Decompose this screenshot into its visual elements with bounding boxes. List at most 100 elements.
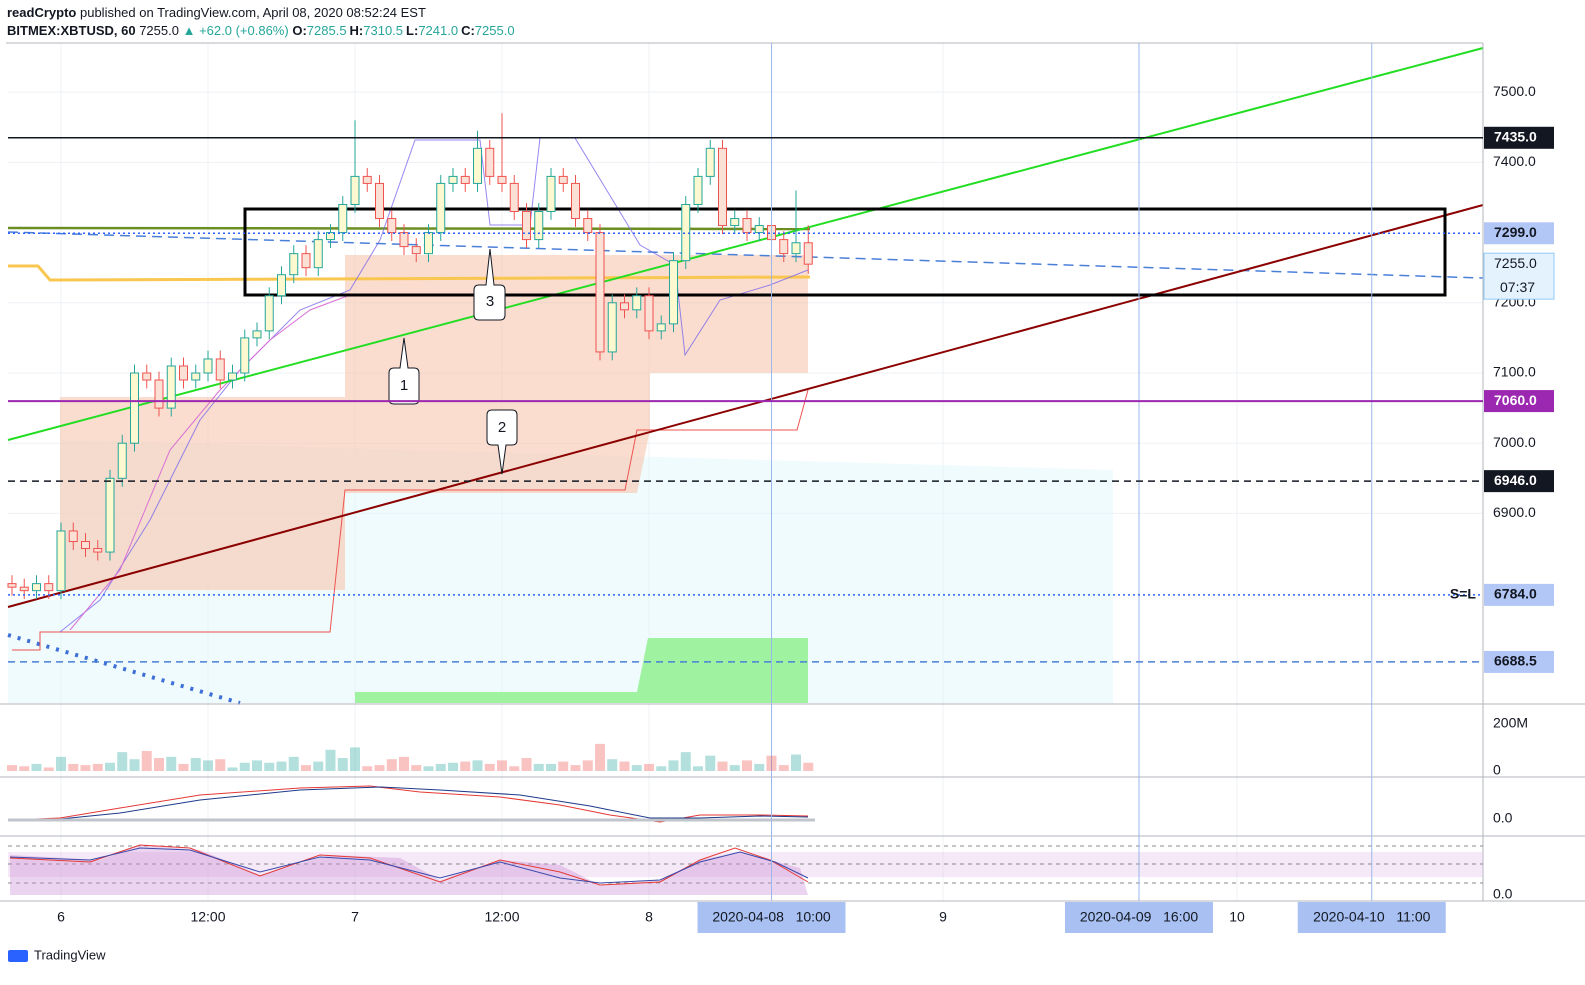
volume-bar [570,765,581,771]
candle-body [375,182,384,220]
signal-line [9,786,809,821]
rsi-label: 0.0 [1493,886,1513,902]
candle-body [558,175,568,184]
volume-bar [31,763,42,771]
ohlc-key: H: [349,23,364,38]
rsi-line [9,844,809,886]
volume-bar [533,763,544,771]
x-tick-label: 6 [57,909,65,925]
x-tick-label: 8 [645,909,653,925]
candle-body [399,232,409,248]
volume-bar [264,762,275,771]
price-label: 6784.0 [1494,586,1537,602]
dashed-trend [7,231,1484,279]
candle-body [460,175,470,184]
macd-line [9,785,809,823]
cloud-green [355,638,808,703]
volume-bar [7,765,17,771]
volume-bar [411,765,422,771]
crosshair-box [1297,902,1446,933]
ohlc: O:7285.5 H:7310.5 L:7241.0 C:7255.0 [292,23,517,38]
volume-bar [374,765,385,771]
red-trend [7,204,1484,608]
price-label-box [1484,222,1554,245]
volume-bar [791,754,801,771]
candle-body [277,274,286,297]
candle-body [7,583,17,588]
y-tick-label: 7100.0 [1493,364,1536,380]
conv-line [59,137,809,633]
volume-bar [350,747,360,771]
price-label: 6946.0 [1494,472,1537,488]
dotted-trend [7,633,241,705]
candle-body [387,218,397,234]
volume-bar [668,760,679,771]
volume-bar [607,759,618,771]
volume-bar [190,758,201,771]
candle-body [718,147,727,227]
candle-body [473,147,482,184]
candle-body [215,358,225,381]
candle-body [448,175,458,184]
candle-body [289,253,299,276]
candle-body [595,232,605,353]
volume-bar [43,767,54,771]
crosshair-box [1065,902,1213,933]
candle-body [705,147,715,177]
candle-body [191,372,201,381]
volume-bar [766,755,777,771]
x-tick-label: 7 [351,909,359,925]
ohlc-value: 7255.0 [474,23,515,38]
volume-bar [680,752,691,771]
volume-bar [742,760,752,771]
current-price-box [1483,252,1555,300]
volume-bar [337,758,348,771]
volume-bar [313,761,324,771]
candle-body [411,246,421,255]
price-label: 7060.0 [1494,392,1537,408]
price-label-box [1484,470,1554,493]
volume-bar [386,759,397,771]
volume-bar [423,766,434,771]
volume-bar [154,758,164,771]
volume-bar [472,760,483,771]
volume-bar [215,759,226,771]
lag-line [12,389,809,651]
candle-body [179,365,188,381]
candle-body [693,175,703,205]
candle-body [607,302,617,353]
volume-bar [803,762,814,771]
candle-body [669,260,678,325]
candle-body [571,182,580,220]
candle-body [779,239,789,255]
candle-body [620,302,629,311]
volume-bar [582,760,593,771]
price-label-box [1484,126,1554,149]
candle-body [154,379,164,409]
y-tick-label: 7500.0 [1493,83,1536,99]
volume-bar [705,755,716,771]
x-tick-label: 10 [1229,909,1245,925]
candle-body [81,541,90,550]
candle-body [436,182,446,234]
candle-body [228,372,237,381]
volume-bar [497,760,507,771]
ohlc-value: 7285.5 [306,23,347,38]
y-tick-label: 6900.0 [1493,504,1536,520]
volume-bar [203,760,213,771]
candle-body [313,239,323,269]
volume-bar [92,763,103,771]
macd-label: 0.0 [1493,810,1513,826]
candle-body [252,330,262,339]
volume-bar [325,749,336,771]
volume-bar [448,762,458,771]
annotation: 3 [486,293,494,310]
volume-bar [656,766,667,771]
annotation: 2 [498,419,506,436]
volume-bar [68,763,79,771]
candle-body [326,232,335,241]
candle-body [730,218,740,227]
candle-body [166,365,176,409]
